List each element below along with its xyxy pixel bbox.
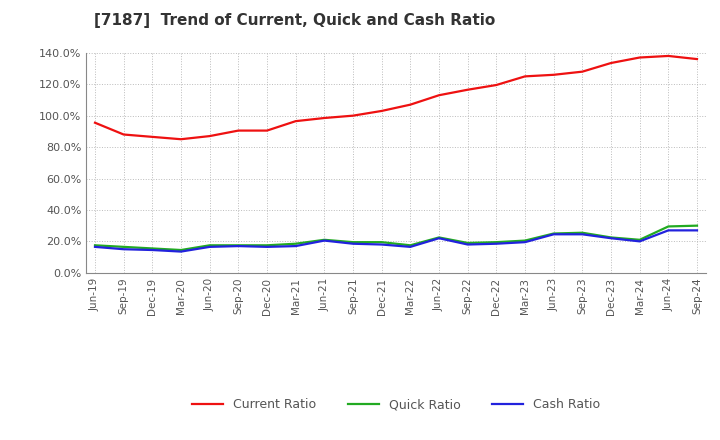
Line: Current Ratio: Current Ratio: [95, 56, 697, 139]
Cash Ratio: [348, 241, 357, 246]
Current Ratio: [205, 133, 214, 139]
Quick Ratio: [607, 235, 616, 240]
Current Ratio: [435, 92, 444, 98]
Quick Ratio: [664, 224, 672, 229]
Quick Ratio: [693, 223, 701, 228]
Cash Ratio: [664, 228, 672, 233]
Current Ratio: [635, 55, 644, 60]
Current Ratio: [693, 56, 701, 62]
Quick Ratio: [377, 239, 386, 245]
Quick Ratio: [348, 239, 357, 245]
Cash Ratio: [292, 243, 300, 249]
Current Ratio: [263, 128, 271, 133]
Cash Ratio: [406, 244, 415, 249]
Cash Ratio: [377, 242, 386, 247]
Cash Ratio: [120, 246, 128, 252]
Quick Ratio: [549, 231, 558, 236]
Quick Ratio: [176, 247, 185, 253]
Quick Ratio: [492, 239, 500, 245]
Quick Ratio: [263, 243, 271, 248]
Quick Ratio: [205, 243, 214, 248]
Current Ratio: [521, 74, 529, 79]
Cash Ratio: [176, 249, 185, 254]
Current Ratio: [464, 87, 472, 92]
Current Ratio: [176, 136, 185, 142]
Current Ratio: [148, 134, 157, 139]
Current Ratio: [91, 120, 99, 125]
Quick Ratio: [406, 243, 415, 248]
Current Ratio: [406, 102, 415, 107]
Quick Ratio: [91, 243, 99, 248]
Text: [7187]  Trend of Current, Quick and Cash Ratio: [7187] Trend of Current, Quick and Cash …: [94, 13, 495, 28]
Cash Ratio: [578, 231, 587, 237]
Quick Ratio: [320, 237, 328, 242]
Legend: Current Ratio, Quick Ratio, Cash Ratio: Current Ratio, Quick Ratio, Cash Ratio: [187, 393, 605, 416]
Cash Ratio: [464, 242, 472, 247]
Cash Ratio: [320, 238, 328, 243]
Cash Ratio: [607, 235, 616, 241]
Cash Ratio: [521, 239, 529, 245]
Current Ratio: [492, 82, 500, 88]
Quick Ratio: [521, 238, 529, 243]
Quick Ratio: [292, 241, 300, 246]
Current Ratio: [348, 113, 357, 118]
Quick Ratio: [578, 230, 587, 235]
Current Ratio: [377, 108, 386, 114]
Current Ratio: [120, 132, 128, 137]
Cash Ratio: [435, 235, 444, 241]
Cash Ratio: [205, 244, 214, 249]
Cash Ratio: [492, 241, 500, 246]
Current Ratio: [664, 53, 672, 59]
Cash Ratio: [148, 247, 157, 253]
Cash Ratio: [263, 244, 271, 249]
Line: Cash Ratio: Cash Ratio: [95, 231, 697, 252]
Quick Ratio: [464, 240, 472, 246]
Quick Ratio: [435, 235, 444, 240]
Quick Ratio: [120, 244, 128, 249]
Cash Ratio: [635, 239, 644, 244]
Cash Ratio: [91, 244, 99, 249]
Cash Ratio: [549, 231, 558, 237]
Quick Ratio: [234, 243, 243, 248]
Current Ratio: [549, 72, 558, 77]
Cash Ratio: [693, 228, 701, 233]
Current Ratio: [292, 118, 300, 124]
Line: Quick Ratio: Quick Ratio: [95, 226, 697, 250]
Current Ratio: [234, 128, 243, 133]
Current Ratio: [320, 115, 328, 121]
Current Ratio: [578, 69, 587, 74]
Cash Ratio: [234, 243, 243, 249]
Current Ratio: [607, 60, 616, 66]
Quick Ratio: [148, 246, 157, 251]
Quick Ratio: [635, 237, 644, 242]
